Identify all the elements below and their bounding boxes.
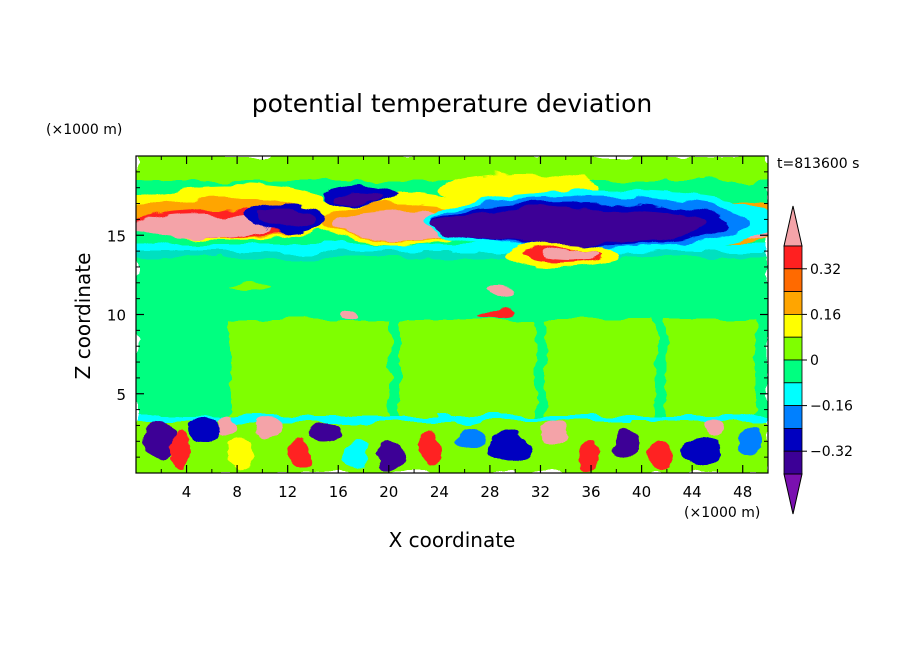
bl-red-2: [288, 441, 312, 469]
colorbar-label: −0.32: [810, 444, 853, 460]
band-top-light: [136, 156, 768, 181]
x-tick-label: 36: [581, 483, 600, 501]
colorbar-swatch: [783, 313, 803, 338]
mid-patch-1: [488, 286, 512, 298]
bl-red-1: [170, 432, 190, 468]
x-tick-label: 12: [278, 483, 297, 501]
bl-blue-2: [738, 426, 762, 454]
y-unit-label: (×1000 m): [46, 122, 122, 138]
bl-purple-4: [611, 429, 639, 461]
bl-pink-2: [254, 418, 282, 438]
x-tick-label: 24: [430, 483, 449, 501]
colorbar-label: 0.16: [810, 307, 841, 323]
bl-pink-4: [705, 420, 725, 436]
band-teal: [136, 251, 768, 257]
band-cyan: [136, 244, 768, 251]
bl-cyan-1: [343, 441, 367, 469]
bl-navy-3: [680, 438, 720, 466]
warm-patch-pink: [542, 248, 598, 260]
mid-patch-3: [477, 311, 513, 319]
bl-pink-3: [541, 422, 569, 442]
colorbar-swatch: [783, 291, 803, 315]
bl-purple-3: [376, 439, 404, 471]
bl-navy-1: [187, 418, 223, 442]
colorbar-label: 0.32: [810, 262, 841, 278]
colorbar-swatch: [783, 427, 803, 452]
warm-pink-left: [136, 214, 275, 238]
y-tick-label: 15: [107, 227, 126, 245]
boundary-layer-cyan: [136, 416, 768, 422]
x-tick-label: 8: [232, 483, 242, 501]
bl-navy-2: [488, 432, 532, 464]
x-tick-label: 48: [733, 483, 752, 501]
bl-red-4: [580, 439, 600, 471]
colorbar-swatch: [783, 450, 803, 475]
x-tick-label: 40: [632, 483, 651, 501]
x-tick-label: 20: [379, 483, 398, 501]
y-ticks: 5 10 15: [107, 171, 768, 458]
bl-purple-1: [146, 420, 174, 460]
mid-patch-2: [342, 311, 358, 319]
bl-purple-2: [307, 422, 343, 442]
light-column-4: [665, 320, 755, 416]
colorbar-label: 0: [810, 353, 819, 369]
x-tick-label: 4: [182, 483, 192, 501]
mid-patch-4: [230, 284, 270, 290]
colorbar-label: −0.16: [810, 399, 853, 415]
colorbar-bottom-triangle: [783, 473, 803, 515]
x-axis-label: X coordinate: [389, 528, 516, 552]
bl-pink-1: [220, 415, 236, 435]
colorbar-swatch: [783, 405, 803, 429]
colorbar-swatch: [783, 336, 803, 361]
bl-red-5: [648, 439, 672, 471]
colorbar-swatch: [783, 359, 803, 384]
light-column-3: [545, 320, 655, 416]
x-ticks: 4 8 12 16 20 24 28 32 36 40 44 48: [160, 156, 752, 501]
light-column-2: [400, 320, 535, 416]
colorbar-swatch: [783, 382, 803, 406]
bl-red-3: [418, 432, 442, 468]
light-column-1: [230, 320, 390, 416]
chart-title: potential temperature deviation: [252, 89, 652, 118]
x-tick-label: 32: [531, 483, 550, 501]
y-axis-label: Z coordinate: [71, 253, 95, 380]
y-tick-label: 10: [107, 307, 126, 325]
x-tick-label: 28: [480, 483, 499, 501]
x-tick-label: 16: [329, 483, 348, 501]
bl-blue-1: [455, 426, 485, 450]
bl-yellow-1: [225, 441, 255, 469]
colorbar-top-triangle: [783, 205, 803, 247]
cold-purple-mid: [335, 192, 385, 204]
colorbar-swatch: [783, 268, 803, 292]
cold-purple-right: [430, 208, 710, 244]
x-tick-label: 44: [683, 483, 702, 501]
contour-field: [136, 156, 768, 473]
time-label: t=813600 s: [777, 156, 859, 172]
colorbar-labels: 0.32 0.16 0 −0.16 −0.32: [802, 262, 853, 460]
colorbar-swatch: [783, 245, 803, 270]
x-unit-label: (×1000 m): [684, 505, 760, 521]
y-tick-label: 5: [116, 386, 126, 404]
colorbar: [783, 205, 803, 515]
cold-purple-small: [255, 209, 315, 227]
